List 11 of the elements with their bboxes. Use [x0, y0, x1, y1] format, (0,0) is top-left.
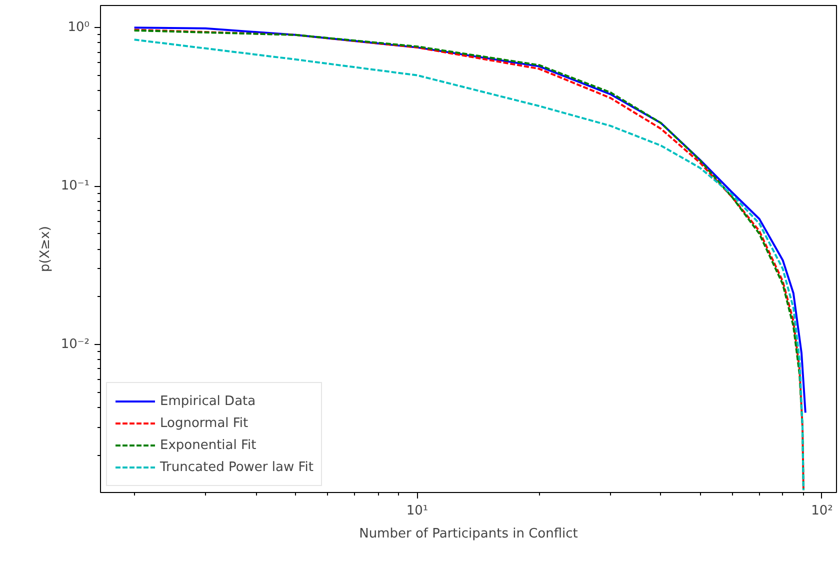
x-tick-label: 10¹: [406, 504, 428, 518]
legend-label: Exponential Fit: [160, 438, 256, 452]
y-axis-title: p(X≥x): [38, 226, 53, 272]
legend-label: Truncated Power law Fit: [160, 460, 314, 474]
legend-label: Lognormal Fit: [160, 416, 248, 430]
x-tick-label: 10²: [811, 504, 833, 518]
y-tick-label: 10⁰: [68, 20, 90, 36]
y-tick-label: 10⁻¹: [60, 178, 90, 194]
y-tick-label: 10⁻²: [60, 336, 90, 352]
x-axis-title: Number of Participants in Conflict: [359, 526, 578, 542]
legend-label: Empirical Data: [160, 394, 256, 408]
